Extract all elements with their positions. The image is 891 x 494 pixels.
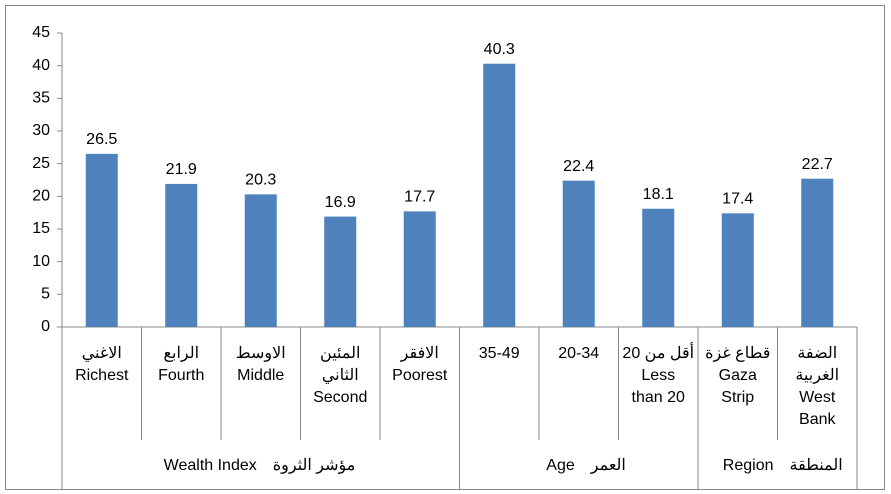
bar <box>721 213 754 327</box>
y-tick-label: 10 <box>32 253 50 270</box>
x-tick-label: Second <box>313 389 367 406</box>
x-tick-label: Less <box>641 367 675 384</box>
bar <box>165 183 198 327</box>
x-tick-label: Gaza <box>719 367 757 384</box>
x-tick-label: الثاني <box>322 367 359 384</box>
x-tick-label: West <box>799 389 836 406</box>
x-tick-label: الضفة <box>797 345 837 362</box>
x-tick-label: الغربية <box>795 367 839 384</box>
value-label: 18.1 <box>643 186 674 203</box>
group-label: المنطقة <box>790 457 843 474</box>
x-tick-label: Fourth <box>158 367 204 384</box>
x-tick-label: الافقر <box>400 345 439 362</box>
bar <box>403 211 436 327</box>
x-tick-label: Bank <box>799 411 836 428</box>
x-tick-label: Middle <box>237 367 284 384</box>
y-tick-label: 40 <box>32 57 50 74</box>
group-label: Age <box>546 457 575 474</box>
value-label: 20.3 <box>245 172 276 189</box>
value-label: 22.7 <box>802 156 833 173</box>
bar <box>85 153 118 327</box>
group-label: Region <box>723 457 774 474</box>
bar <box>562 180 595 327</box>
value-label: 17.4 <box>722 191 753 208</box>
group-label: مؤشر الثروة <box>273 457 356 474</box>
x-tick-label: Poorest <box>392 367 448 384</box>
bar <box>244 194 277 327</box>
x-tick-label: Strip <box>721 389 754 406</box>
y-tick-label: 45 <box>32 24 50 41</box>
y-tick-label: 0 <box>41 318 50 335</box>
y-tick-label: 20 <box>32 188 50 205</box>
y-tick-label: 5 <box>41 286 50 303</box>
x-tick-label: الاوسط <box>236 345 286 362</box>
group-label: Wealth Index <box>164 457 257 474</box>
value-label: 16.9 <box>325 194 356 211</box>
y-tick-label: 30 <box>32 122 50 139</box>
value-label: 21.9 <box>166 161 197 178</box>
y-tick-label: 35 <box>32 90 50 107</box>
value-label: 22.4 <box>563 158 594 175</box>
x-tick-label: المئين <box>320 345 360 362</box>
x-tick-label: Richest <box>75 367 129 384</box>
x-tick-label: الاغني <box>82 345 122 362</box>
value-label: 40.3 <box>484 41 515 58</box>
value-label: 26.5 <box>86 131 117 148</box>
y-tick-label: 25 <box>32 155 50 172</box>
bar <box>324 216 357 327</box>
y-tick-label: 15 <box>32 220 50 237</box>
x-tick-label: 20-34 <box>558 345 599 362</box>
x-tick-label: أقل من 20 <box>622 342 694 362</box>
x-tick-label: than 20 <box>632 389 685 406</box>
x-tick-label: الرابع <box>163 345 199 362</box>
x-tick-label: 35-49 <box>479 345 520 362</box>
bar <box>642 208 675 327</box>
value-label: 17.7 <box>404 189 435 206</box>
bar <box>483 63 516 327</box>
bar <box>801 178 834 327</box>
x-tick-label: قطاع غزة <box>705 345 770 362</box>
group-label: العمر <box>590 457 626 474</box>
